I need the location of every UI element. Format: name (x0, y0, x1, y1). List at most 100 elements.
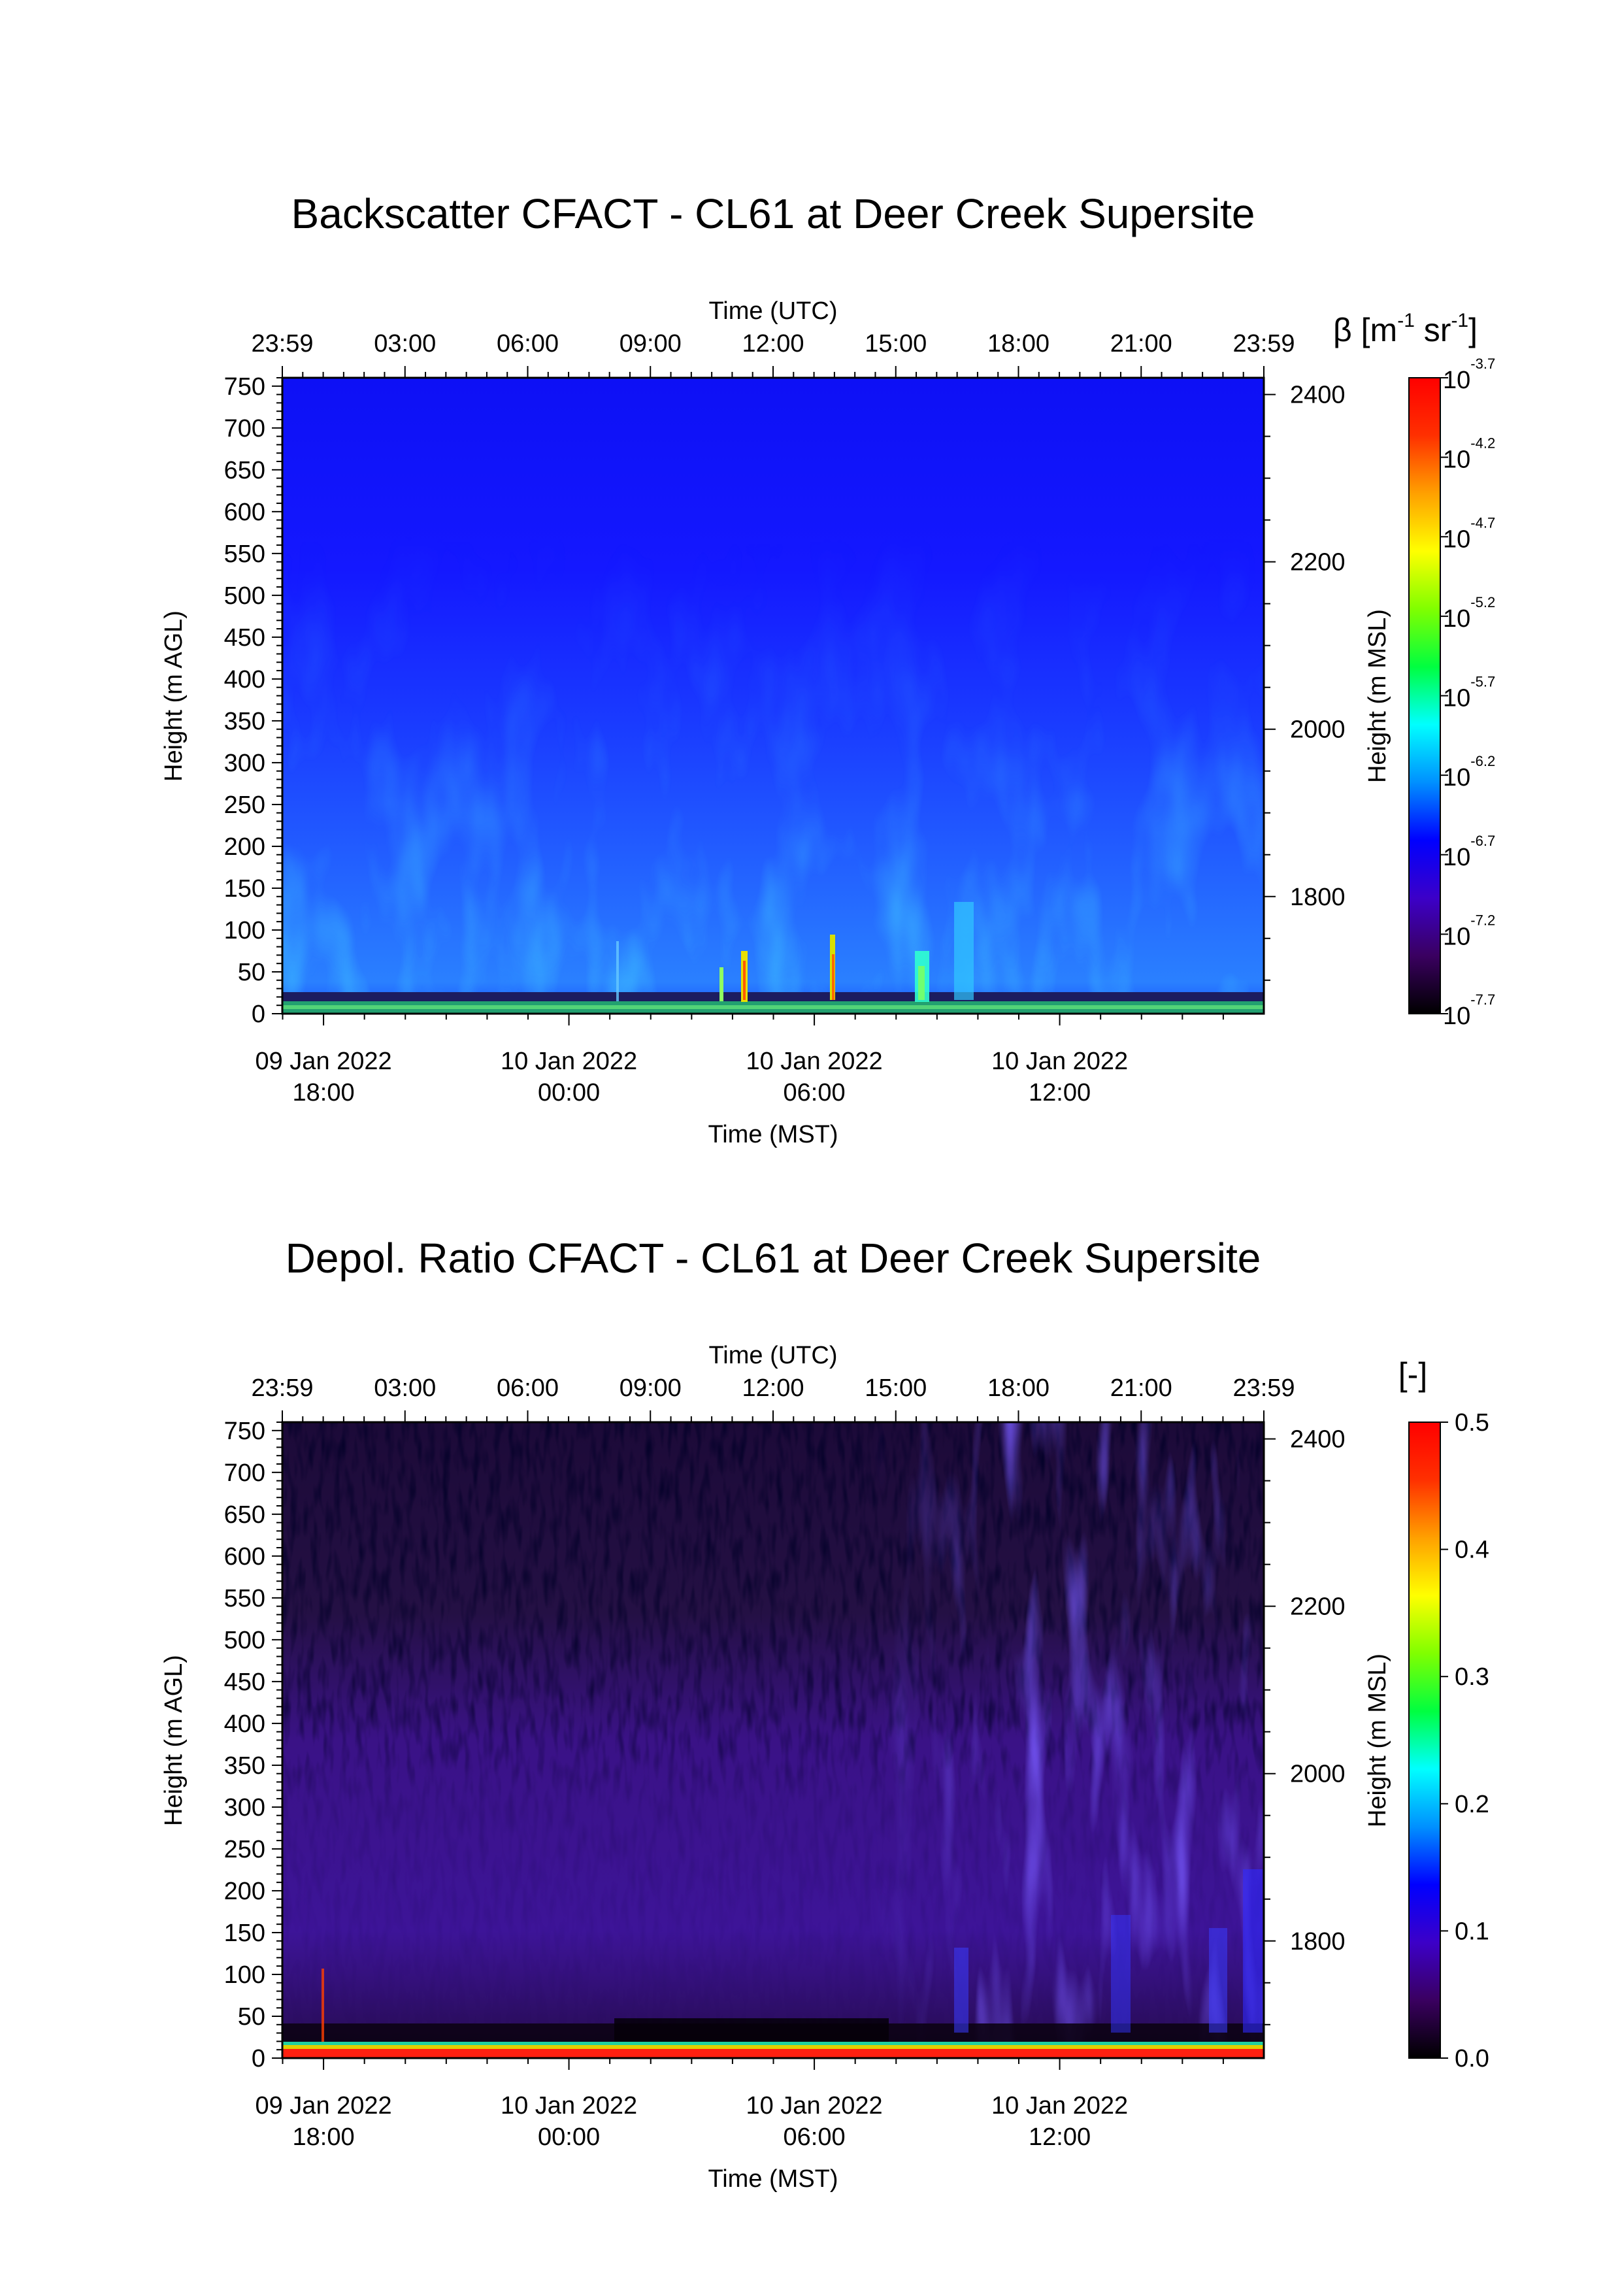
depol-left-tick-label: 100 (224, 1961, 265, 1989)
depol-left-tick-label: 350 (224, 1752, 265, 1780)
depol-colorbar-tick-label: 0.5 (1455, 1409, 1489, 1437)
backscatter-right-tick-label: 2400 (1290, 382, 1346, 409)
backscatter-title: Backscatter CFACT - CL61 at Deer Creek S… (291, 190, 1255, 237)
depol-right-tick-label: 2200 (1290, 1593, 1346, 1621)
backscatter-colorbar-tick-label: 10-3.7 (1443, 356, 1495, 394)
backscatter-left-tick-label: 100 (224, 917, 265, 944)
backscatter-bottom-tick-time: 00:00 (538, 1079, 600, 1106)
depol-colorbar (1408, 1422, 1441, 2059)
depol-bottom-tick-time: 12:00 (1029, 2123, 1091, 2151)
depol-top-tick-label: 23:59 (251, 1374, 313, 1402)
backscatter-left-tick-label: 700 (224, 415, 265, 442)
depol-colorbar-tick-label: 0.0 (1455, 2045, 1489, 2072)
backscatter-colorbar-tick-label: 10-4.7 (1443, 514, 1495, 553)
depol-left-tick-label: 550 (224, 1585, 265, 1612)
backscatter-colorbar-tick-label: 10-7.2 (1443, 912, 1495, 950)
depol-left-tick-label: 750 (224, 1418, 265, 1445)
backscatter-left-tick-label: 650 (224, 457, 265, 484)
backscatter-colorbar (1408, 377, 1441, 1014)
depol-top-tick-label: 15:00 (865, 1374, 927, 1402)
depol-left-tick-label: 500 (224, 1627, 265, 1654)
depol-left-tick-label: 0 (252, 2045, 265, 2072)
depol-top-tick-label: 23:59 (1232, 1374, 1295, 1402)
backscatter-panel: Backscatter CFACT - CL61 at Deer Creek S… (160, 190, 1495, 1148)
backscatter-left-tick-label: 350 (224, 708, 265, 735)
backscatter-left-tick-label: 50 (238, 959, 265, 986)
backscatter-top-axis-title: Time (UTC) (709, 297, 838, 325)
backscatter-left-tick-label: 450 (224, 624, 265, 652)
depol-panel: Depol. Ratio CFACT - CL61 at Deer Creek … (160, 1235, 1489, 2193)
depol-left-tick-label: 250 (224, 1836, 265, 1863)
depol-bottom-axis-title: Time (MST) (708, 2165, 838, 2193)
depol-left-tick-label: 650 (224, 1501, 265, 1529)
backscatter-top-tick-label: 12:00 (742, 330, 804, 358)
backscatter-colorbar-tick-label: 10-6.7 (1443, 833, 1495, 871)
backscatter-top-tick-label: 23:59 (1232, 330, 1295, 358)
depol-top-tick-label: 12:00 (742, 1374, 804, 1402)
depol-left-axis-title: Height (m AGL) (160, 1655, 188, 1826)
depol-left-tick-label: 700 (224, 1459, 265, 1487)
backscatter-top-tick-label: 03:00 (374, 330, 436, 358)
backscatter-right-tick-label: 2200 (1290, 549, 1346, 576)
depol-field (282, 1422, 1264, 2058)
depol-axes: 0 50 100 150 200 250 300 350 400 450 500 550 600 650 7… (224, 1374, 1346, 2151)
depol-bottom-tick-time: 18:00 (293, 2123, 355, 2151)
depol-title: Depol. Ratio CFACT - CL61 at Deer Creek … (286, 1235, 1261, 1282)
depol-right-axis-title: Height (m MSL) (1364, 1654, 1391, 1827)
backscatter-right-tick-label: 2000 (1290, 716, 1346, 744)
backscatter-colorbar-tick-label: 10-5.2 (1443, 594, 1495, 633)
backscatter-left-tick-label: 550 (224, 541, 265, 568)
depol-left-tick-label: 50 (238, 2003, 265, 2031)
backscatter-top-tick-label: 21:00 (1110, 330, 1172, 358)
backscatter-left-tick-label: 600 (224, 499, 265, 526)
backscatter-left-tick-label: 400 (224, 666, 265, 693)
backscatter-colorbar-tick-label: 10-5.7 (1443, 674, 1495, 712)
backscatter-bottom-tick-time: 12:00 (1029, 1079, 1091, 1106)
backscatter-bottom-axis-title: Time (MST) (708, 1121, 838, 1148)
backscatter-colorbar-tick-label: 10-6.2 (1443, 753, 1495, 791)
depol-right-tick-label: 2000 (1290, 1761, 1346, 1788)
depol-colorbar-ticks: 0.5 0.4 0.3 0.2 0.1 0.0 (1440, 1409, 1489, 2072)
depol-left-tick-label: 150 (224, 1920, 265, 1947)
backscatter-field (282, 378, 1264, 1014)
backscatter-top-tick-label: 15:00 (865, 330, 927, 358)
depol-colorbar-tick-label: 0.3 (1455, 1663, 1489, 1691)
depol-top-tick-label: 03:00 (374, 1374, 436, 1402)
depol-top-axis-title: Time (UTC) (709, 1342, 838, 1369)
depol-bottom-tick-time: 06:00 (784, 2123, 846, 2151)
backscatter-left-tick-label: 500 (224, 582, 265, 610)
depol-bottom-tick-date: 10 Jan 2022 (746, 2092, 882, 2120)
depol-colorbar-tick-label: 0.2 (1455, 1791, 1489, 1818)
backscatter-bottom-tick-time: 18:00 (293, 1079, 355, 1106)
backscatter-right-tick-label: 1800 (1290, 884, 1346, 911)
backscatter-top-tick-label: 09:00 (620, 330, 682, 358)
backscatter-colorbar-tick-label: 10-7.7 (1443, 991, 1495, 1030)
backscatter-top-tick-label: 18:00 (987, 330, 1050, 358)
backscatter-colorbar-ticks: 10-3.7 10-4.2 10-4.7 10-5.2 10-5.7 10-6.2 10-6… (1440, 356, 1495, 1030)
depol-bottom-tick-time: 00:00 (538, 2123, 600, 2151)
depol-left-tick-label: 200 (224, 1878, 265, 1905)
backscatter-left-tick-label: 250 (224, 791, 265, 819)
backscatter-bottom-tick-date: 10 Jan 2022 (501, 1048, 637, 1075)
backscatter-left-axis-title: Height (m AGL) (160, 610, 188, 782)
backscatter-colorbar-tick-label: 10-4.2 (1443, 435, 1495, 474)
depol-bottom-tick-date: 10 Jan 2022 (991, 2092, 1128, 2120)
depol-bottom-tick-date: 09 Jan 2022 (255, 2092, 391, 2120)
depol-left-tick-label: 450 (224, 1669, 265, 1696)
depol-colorbar-tick-label: 0.4 (1455, 1537, 1489, 1564)
depol-bottom-tick-date: 10 Jan 2022 (501, 2092, 637, 2120)
depol-left-tick-label: 300 (224, 1794, 265, 1822)
depol-colorbar-label: [-] (1398, 1356, 1427, 1393)
backscatter-right-axis-title: Height (m MSL) (1364, 609, 1391, 783)
backscatter-bottom-tick-date: 10 Jan 2022 (991, 1048, 1128, 1075)
backscatter-top-tick-label: 23:59 (251, 330, 313, 358)
depol-left-tick-label: 400 (224, 1710, 265, 1738)
depol-left-tick-label: 600 (224, 1543, 265, 1571)
backscatter-left-tick-label: 150 (224, 875, 265, 903)
backscatter-left-tick-label: 0 (252, 1001, 265, 1028)
depol-top-tick-label: 18:00 (987, 1374, 1050, 1402)
depol-right-tick-label: 1800 (1290, 1928, 1346, 1955)
depol-colorbar-tick-label: 0.1 (1455, 1918, 1489, 1945)
backscatter-left-tick-label: 300 (224, 750, 265, 777)
